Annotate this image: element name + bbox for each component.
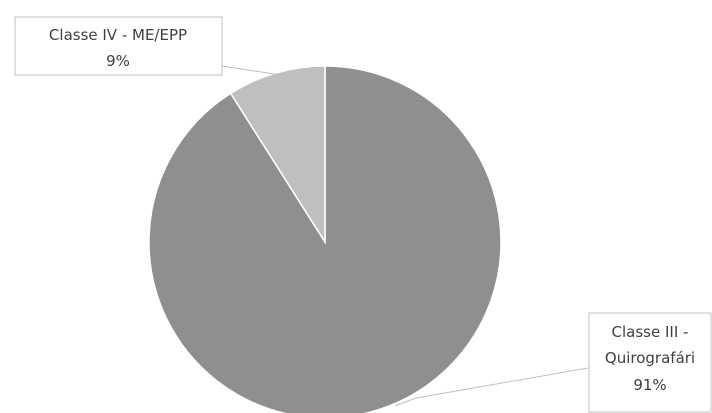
slice-label-classe-iii-line2: Quirografári [605,349,695,367]
leader-line-classe-iii [394,367,589,407]
pie-slice-classe-iii [148,65,502,413]
slice-label-classe-iii-line1: Classe III - [612,323,689,341]
pie-slice-classe-iv [229,65,326,245]
slice-value-classe-iv: 9% [106,52,130,70]
slice-value-classe-iii: 91% [633,376,666,394]
slice-label-classe-iv: Classe IV - ME/EPP [49,26,187,44]
leader-line-classe-iv [221,65,279,79]
callout-box-classe-iii [588,312,712,413]
callout-box-classe-iv [14,16,223,76]
pie-slices [148,65,502,413]
